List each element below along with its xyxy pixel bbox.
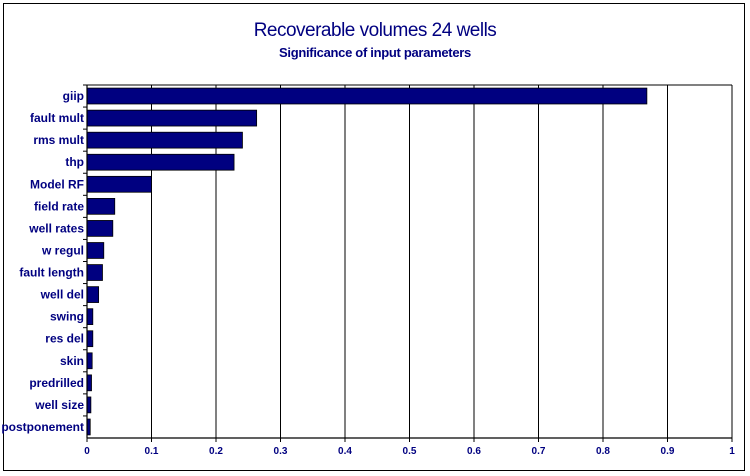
category-label: giip (63, 89, 84, 103)
bar (86, 153, 235, 171)
category-label: Model RF (30, 177, 84, 191)
bar (86, 286, 100, 303)
bar (86, 109, 258, 127)
bar (86, 352, 93, 370)
bar (86, 131, 243, 149)
x-tick-label: 0.5 (403, 446, 417, 457)
chart-title: Recoverable volumes 24 wells (253, 20, 497, 41)
bar (86, 242, 105, 259)
x-tick-label: 0.2 (209, 446, 223, 457)
category-label: field rate (34, 199, 84, 213)
bar (86, 374, 92, 392)
category-label: well size (34, 398, 84, 412)
x-tick-label: 0.9 (661, 446, 675, 457)
x-tick-label: 0.3 (274, 446, 288, 457)
category-label: rms mult (33, 133, 84, 147)
category-labels: giip fault mult rms mult thp Model RF field r… (1, 89, 84, 434)
bar (86, 220, 114, 237)
tick-labels: 0 0.1 0.2 0.3 0.4 0.5 0.6 0.7 0.8 0.9 1 (84, 446, 735, 457)
bar (86, 308, 94, 325)
category-label: skin (60, 354, 84, 368)
x-tick-label: 0.8 (596, 446, 610, 457)
category-label: well del (40, 288, 84, 302)
x-tick-label: 0.4 (338, 446, 352, 457)
x-tick-label: 1 (729, 446, 735, 457)
category-label: well rates (28, 221, 84, 235)
chart-subtitle: Significance of input parameters (279, 45, 471, 60)
category-label: res del (45, 332, 84, 346)
category-label: fault mult (30, 111, 84, 125)
x-tick-label: 0.1 (145, 446, 159, 457)
grid-lines (86, 85, 733, 442)
category-label: fault length (19, 266, 84, 280)
bar (86, 330, 94, 348)
chart-frame (3, 3, 745, 471)
bar (86, 264, 103, 281)
x-tick-label: 0.6 (467, 446, 481, 457)
axis (83, 84, 732, 439)
category-label: swing (50, 310, 84, 324)
x-tick-label: 0 (84, 446, 90, 457)
bar (86, 87, 648, 105)
bar-series (86, 87, 648, 436)
category-label: postponement (1, 420, 84, 434)
category-label: w regul (41, 243, 84, 257)
bar (86, 175, 152, 193)
bar (86, 198, 116, 215)
category-label: predrilled (29, 376, 84, 390)
x-tick-label: 0.7 (532, 446, 546, 457)
category-label: thp (65, 155, 84, 169)
